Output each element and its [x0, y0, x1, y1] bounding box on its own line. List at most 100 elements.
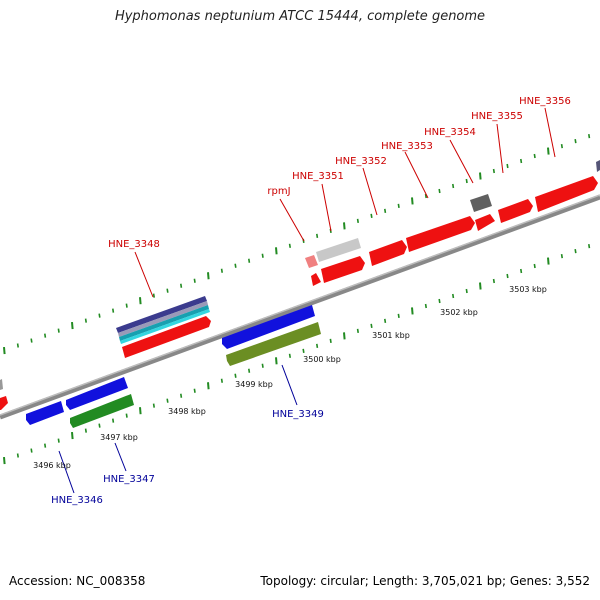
leader-hne3347: [114, 442, 127, 472]
gene-rpmj-light[interactable]: [305, 255, 318, 268]
gene-label[interactable]: HNE_3351: [292, 171, 344, 182]
axis-tick-label: 3499 kbp: [235, 380, 273, 389]
gene-label[interactable]: HNE_3346: [51, 495, 103, 506]
inner-track-tick: [275, 357, 278, 365]
gene-feature-hne3348-band-teal[interactable]: [119, 305, 209, 341]
outer-track-tick: [275, 247, 278, 255]
gene-hne3356[interactable]: [535, 176, 598, 212]
gene-label[interactable]: HNE_3348: [108, 239, 160, 250]
outer-track-tick: [30, 338, 33, 343]
inner-track-tick: [30, 448, 33, 453]
genome-info-text: Topology: circular; Length: 3,705,021 bp…: [260, 574, 590, 588]
inner-track-tick: [588, 243, 591, 249]
inner-track-tick: [261, 363, 264, 368]
outer-track-tick: [479, 172, 482, 180]
inner-track-tick: [71, 432, 74, 440]
gene-label[interactable]: HNE_3355: [471, 111, 523, 122]
inner-track-tick: [3, 456, 6, 465]
gene-rpmj[interactable]: [311, 273, 321, 286]
outer-track-tick: [193, 278, 196, 283]
gene-hne3352[interactable]: [369, 240, 407, 266]
map-title: Hyphomonas neptunium ATCC 15444, complet…: [114, 9, 486, 24]
gene-label[interactable]: HNE_3353: [381, 141, 433, 152]
outer-track-tick: [588, 133, 591, 139]
gene-hne3351-pseudo[interactable]: [316, 238, 361, 262]
gene-edge-right-dark[interactable]: [596, 160, 600, 172]
gene-label[interactable]: HNE_3347: [103, 474, 155, 485]
inner-track-tick: [343, 332, 346, 340]
outer-track-tick: [166, 288, 169, 293]
leader-rpmj: [279, 198, 305, 242]
outer-track-tick: [356, 218, 359, 223]
inner-dotted-track: [3, 243, 591, 465]
inner-track-tick: [316, 343, 319, 348]
outer-dotted-track: [3, 133, 591, 355]
inner-track-tick: [384, 318, 387, 324]
inner-track-tick: [16, 453, 19, 458]
leader-hne3355: [496, 123, 504, 174]
gene-hne3354[interactable]: [475, 214, 495, 231]
outer-track-tick: [465, 178, 468, 184]
leader-hne3349: [281, 364, 298, 406]
gene-hne3349[interactable]: [222, 305, 315, 349]
inner-track-tick: [452, 293, 455, 299]
gene-hne3354-dark[interactable]: [470, 194, 492, 212]
inner-track-tick: [397, 313, 400, 319]
gene-feature-hne3348-band-cyan[interactable]: [120, 309, 210, 344]
gene-edge-left-gray[interactable]: [0, 379, 3, 390]
outer-track-tick: [343, 222, 346, 230]
gene-hne3351[interactable]: [321, 256, 365, 283]
gene-feature-hne3348-band-gray[interactable]: [118, 301, 208, 337]
inner-track-tick: [139, 407, 142, 415]
inner-track-tick: [302, 348, 305, 353]
leader-hne3346: [58, 450, 75, 494]
gene-edge-left[interactable]: [0, 396, 8, 410]
outer-track-tick: [533, 153, 536, 159]
gene-feature-hne3348-band-navy[interactable]: [116, 296, 207, 333]
outer-track-tick: [492, 168, 495, 174]
leader-hne3356: [544, 107, 556, 158]
inner-track-tick: [112, 418, 115, 423]
outer-track-tick: [3, 346, 6, 355]
outer-track-tick: [139, 297, 142, 305]
axis-tick-label: 3497 kbp: [100, 433, 138, 442]
inner-track-tick: [193, 388, 196, 393]
gene-reverse-a[interactable]: [66, 377, 128, 410]
axis-tick-label: 3496 kbp: [33, 461, 71, 470]
inner-track-tick: [207, 382, 210, 390]
inner-track-tick: [329, 338, 332, 343]
outer-track-tick: [506, 163, 509, 169]
outer-track-tick: [207, 272, 210, 280]
outer-track-tick: [180, 283, 183, 288]
gene-hne3348[interactable]: [122, 316, 211, 358]
outer-track-tick: [438, 188, 441, 194]
gene-label[interactable]: HNE_3354: [424, 127, 476, 138]
outer-track-tick: [370, 213, 373, 219]
gene-label[interactable]: HNE_3349: [272, 409, 324, 420]
gene-label[interactable]: rpmJ: [267, 186, 290, 197]
inner-track-tick: [370, 323, 373, 329]
axis-tick-label: 3502 kbp: [440, 308, 478, 317]
inner-track-tick: [166, 398, 169, 403]
inner-track-tick: [424, 303, 427, 309]
outer-track-tick: [220, 268, 223, 273]
inner-track-tick: [465, 288, 468, 294]
gene-hne3349-rna[interactable]: [226, 322, 321, 366]
gene-label[interactable]: HNE_3352: [335, 156, 387, 167]
gene-hne3353[interactable]: [406, 216, 475, 252]
gene-label[interactable]: HNE_3356: [519, 96, 571, 107]
inner-track-tick: [84, 428, 87, 433]
outer-track-tick: [424, 193, 427, 199]
gene-hne3347[interactable]: [70, 394, 134, 428]
inner-track-tick: [125, 413, 128, 418]
outer-track-tick: [44, 333, 47, 338]
gene-hne3355[interactable]: [498, 199, 533, 223]
axis-tick-label: 3498 kbp: [168, 407, 206, 416]
gene-hne3346[interactable]: [26, 401, 64, 425]
leader-hne3352: [362, 167, 378, 216]
inner-track-tick: [574, 248, 577, 254]
inner-track-tick: [560, 253, 563, 259]
leader-hne3348: [134, 251, 154, 298]
inner-track-tick: [98, 423, 101, 428]
